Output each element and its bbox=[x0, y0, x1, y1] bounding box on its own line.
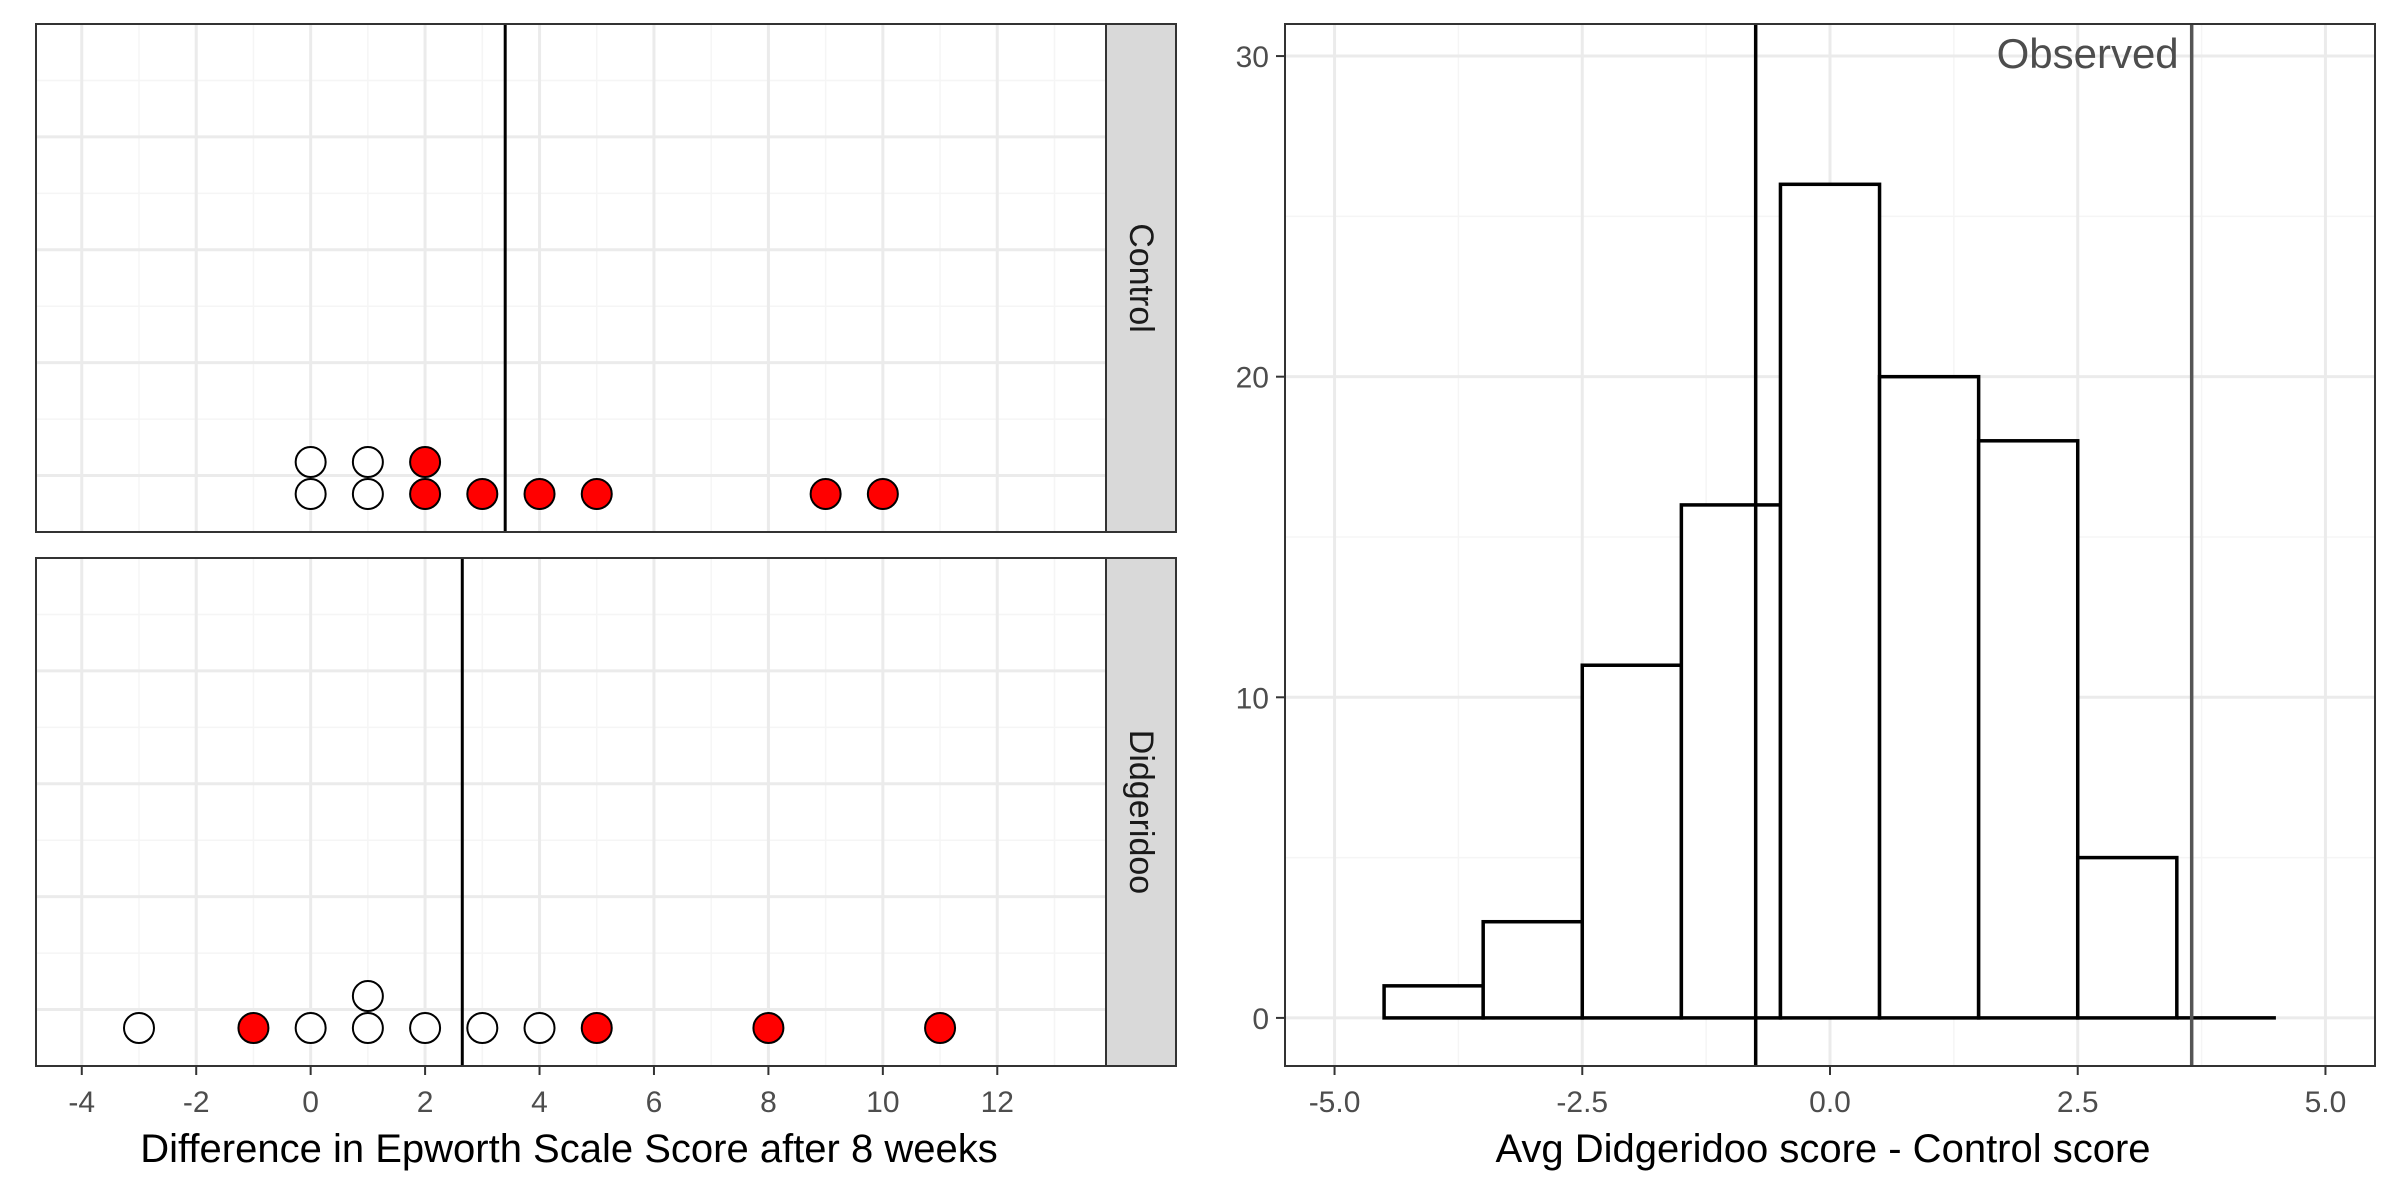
histogram-bar bbox=[1778, 182, 1882, 1020]
selected-point bbox=[409, 478, 442, 510]
unselected-point bbox=[294, 446, 327, 478]
x-tick-label: 0 bbox=[302, 1086, 319, 1119]
facet-strip bbox=[1105, 23, 1177, 533]
x-tick-label: 12 bbox=[981, 1086, 1014, 1119]
unselected-point bbox=[351, 980, 384, 1012]
unselected-point bbox=[351, 446, 384, 478]
histogram-x-axis-title: Avg Didgeridoo score - Control score bbox=[1495, 1127, 2150, 1171]
facet-strip-label-didgeridoo: Didgeridoo bbox=[1122, 730, 1160, 894]
selected-point bbox=[752, 1012, 785, 1044]
unselected-point bbox=[523, 1012, 556, 1044]
x-tick-label: 10 bbox=[866, 1086, 899, 1119]
selected-point bbox=[523, 478, 556, 510]
dot-plot-x-axis-title: Difference in Epworth Scale Score after … bbox=[140, 1127, 997, 1171]
y-tick-label: 10 bbox=[1236, 682, 1269, 715]
x-tick-label: 4 bbox=[531, 1086, 548, 1119]
y-tick-label: 20 bbox=[1236, 362, 1269, 395]
dot-plot: Control Didgeridoo -4 -2 0 2 4 6 8 10 12 Differe… bbox=[35, 23, 1177, 1171]
unselected-point bbox=[351, 478, 384, 510]
facet-strip bbox=[1105, 557, 1177, 1067]
unselected-point bbox=[409, 1012, 442, 1044]
selected-point bbox=[866, 478, 899, 510]
x-tick-label: 5.0 bbox=[2305, 1086, 2347, 1119]
x-tick-label: -2 bbox=[183, 1086, 210, 1119]
selected-point bbox=[237, 1012, 270, 1044]
facet-control-panel: Control bbox=[35, 23, 1177, 533]
selected-point bbox=[924, 1012, 957, 1044]
selected-point bbox=[409, 446, 442, 478]
x-tick-label: 8 bbox=[760, 1086, 777, 1119]
y-tick-label: 0 bbox=[1252, 1003, 1269, 1036]
selected-point bbox=[809, 478, 842, 510]
histogram: Observed -5.0 -2.5 0.0 2.5 5.0 0 10 20 30 Avg D… bbox=[1236, 23, 2376, 1171]
x-tick-label: -4 bbox=[68, 1086, 95, 1119]
x-tick-label: 2.5 bbox=[2057, 1086, 2099, 1119]
y-tick-label: 30 bbox=[1236, 41, 1269, 74]
histogram-bar bbox=[1580, 663, 1684, 1020]
unselected-point bbox=[466, 1012, 499, 1044]
observed-annotation: Observed bbox=[1997, 30, 2179, 77]
facet-didgeridoo-panel: Didgeridoo bbox=[35, 557, 1177, 1067]
histogram-y-axis: 0 10 20 30 bbox=[1236, 41, 1285, 1036]
histogram-bar bbox=[1976, 439, 2080, 1020]
x-tick-label: 2 bbox=[417, 1086, 434, 1119]
histogram-bar bbox=[1877, 374, 1981, 1020]
unselected-point bbox=[122, 1012, 155, 1044]
x-tick-label: 0.0 bbox=[1809, 1086, 1851, 1119]
selected-point bbox=[580, 478, 613, 510]
x-tick-label: 6 bbox=[646, 1086, 663, 1119]
histogram-bar bbox=[1679, 503, 1783, 1020]
unselected-point bbox=[294, 478, 327, 510]
x-tick-label: -2.5 bbox=[1556, 1086, 1608, 1119]
unselected-point bbox=[294, 1012, 327, 1044]
histogram-bar bbox=[1382, 984, 1485, 1020]
histogram-plot-area: Observed bbox=[1284, 23, 2376, 1067]
histogram-bar bbox=[1481, 919, 1585, 1020]
panel-background bbox=[36, 24, 1106, 532]
x-tick-label: -5.0 bbox=[1309, 1086, 1361, 1119]
panel-background bbox=[36, 558, 1106, 1066]
histogram-x-axis: -5.0 -2.5 0.0 2.5 5.0 bbox=[1309, 1066, 2347, 1119]
selected-point bbox=[580, 1012, 613, 1044]
dot-plot-x-axis: -4 -2 0 2 4 6 8 10 12 bbox=[68, 1066, 1014, 1119]
selected-point bbox=[466, 478, 499, 510]
unselected-point bbox=[351, 1012, 384, 1044]
facet-strip-label-control: Control bbox=[1122, 223, 1160, 333]
histogram-bar bbox=[2075, 855, 2179, 1020]
